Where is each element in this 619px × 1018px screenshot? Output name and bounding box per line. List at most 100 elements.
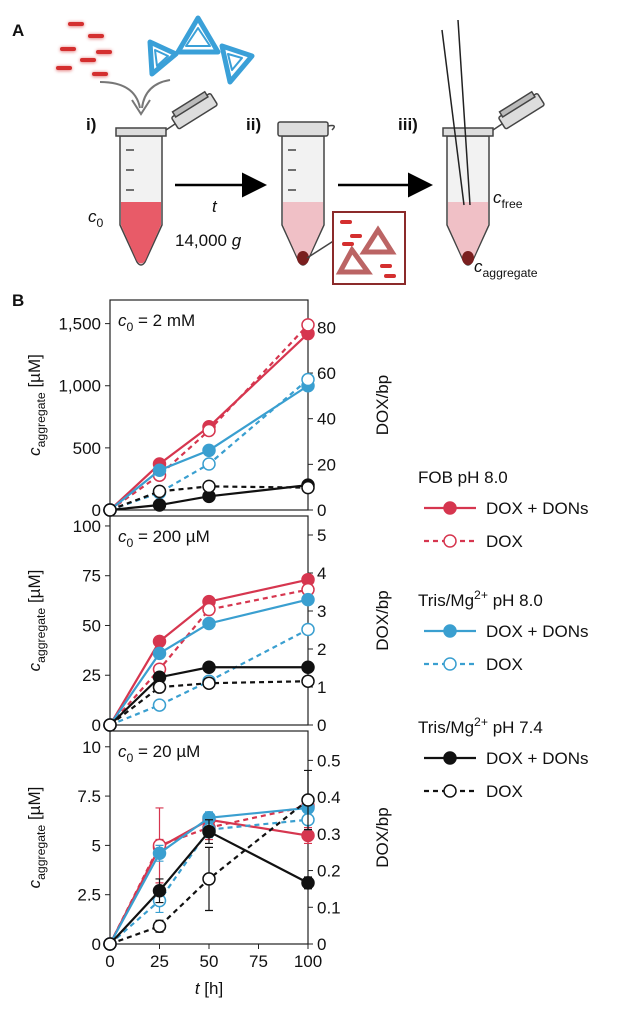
data-point xyxy=(152,680,167,694)
data-point xyxy=(202,602,216,617)
text-part: aggregate xyxy=(34,825,48,880)
y2-tick-label: 20 xyxy=(317,455,336,474)
series-line xyxy=(109,578,309,726)
y2-tick-label: 0.2 xyxy=(317,862,341,881)
text-part: 0 xyxy=(127,536,134,550)
series-line xyxy=(109,666,308,726)
panel-label: A xyxy=(12,21,24,40)
legend-marker xyxy=(443,751,457,765)
series-line xyxy=(109,818,309,945)
panel-label: B xyxy=(12,291,24,310)
text-part: 14,000 xyxy=(175,231,232,250)
series-line xyxy=(109,628,309,727)
text-part: 0 xyxy=(97,216,104,230)
centrifuge-speed: 14,000 g xyxy=(175,231,242,250)
series-line xyxy=(109,378,309,512)
data-point xyxy=(301,480,315,495)
data-point xyxy=(301,828,315,843)
legend-marker xyxy=(443,784,457,798)
text-part: 2+ xyxy=(474,715,488,729)
y2-tick-label: 0.4 xyxy=(317,788,341,807)
legend-marker xyxy=(443,624,457,638)
dna-origami-triangles xyxy=(147,15,255,85)
legend-group-title: FOB pH 8.0 xyxy=(418,468,508,487)
y-tick-label: 0 xyxy=(92,716,101,735)
y2-tick-label: 4 xyxy=(317,564,326,583)
legend-group-title: Tris/Mg2+ pH 7.4 xyxy=(418,715,543,737)
y2-tick-label: 2 xyxy=(317,640,326,659)
series-line xyxy=(109,680,309,726)
y2-tick-label: 0 xyxy=(317,935,326,954)
y2-tick-label: 60 xyxy=(317,364,336,383)
text-part: [µM] xyxy=(25,787,44,825)
y-tick-label: 50 xyxy=(82,616,101,635)
data-point xyxy=(301,622,315,637)
data-point xyxy=(202,676,216,690)
text-part: = 200 µM xyxy=(133,527,209,546)
text-part: Tris/Mg xyxy=(418,718,474,737)
plot-frame xyxy=(109,515,309,726)
y-tick-label: 25 xyxy=(82,666,101,685)
text-part: free xyxy=(502,197,523,211)
legend-label: DOX xyxy=(486,782,523,801)
series-line xyxy=(109,332,309,511)
text-part: aggregate xyxy=(34,608,48,663)
text-part: c xyxy=(118,742,127,761)
x-axis-label: t [h] xyxy=(195,979,223,998)
tube-ii xyxy=(277,121,336,266)
data-point xyxy=(301,592,315,607)
y2-axis-label: DOX/bp xyxy=(373,807,392,867)
y-axis-label: caggregate [µM] xyxy=(25,570,48,672)
mixing-arrows xyxy=(99,79,171,116)
text-part: [h] xyxy=(200,979,224,998)
pellet-inset xyxy=(332,211,406,285)
x-tick-label: 0 xyxy=(105,952,114,971)
text-part: t xyxy=(212,197,218,216)
text-part: 0 xyxy=(127,320,134,334)
data-point xyxy=(301,372,315,387)
series-line xyxy=(109,830,309,945)
data-point xyxy=(301,660,315,675)
text-part: c xyxy=(474,257,483,276)
y-tick-label: 0 xyxy=(92,935,101,954)
y2-tick-label: 5 xyxy=(317,526,326,545)
free-concentration: cfree xyxy=(493,188,523,211)
text-part: Tris/Mg xyxy=(418,591,474,610)
text-part: c xyxy=(25,662,44,671)
legend-group-title: Tris/Mg2+ pH 8.0 xyxy=(418,588,543,610)
text-part: aggregate xyxy=(34,392,48,447)
legend-label: DOX + DONs xyxy=(486,749,589,768)
y2-tick-label: 80 xyxy=(317,318,336,337)
y2-tick-label: 1 xyxy=(317,678,326,697)
y-tick-label: 1,000 xyxy=(58,377,101,396)
y-tick-label: 1,500 xyxy=(58,315,101,334)
y2-axis-label: DOX/bp xyxy=(373,590,392,650)
y-tick-label: 2.5 xyxy=(77,886,101,905)
data-point xyxy=(202,423,216,438)
y-tick-label: 10 xyxy=(82,738,101,757)
data-point xyxy=(152,846,167,861)
x-tick-label: 75 xyxy=(249,952,268,971)
data-point xyxy=(152,646,167,661)
text-part: 2+ xyxy=(474,588,488,602)
time-label: t xyxy=(212,197,218,216)
data-point xyxy=(152,463,167,477)
data-point xyxy=(202,479,216,494)
y-tick-label: 500 xyxy=(73,439,101,458)
initial-concentration: c0 xyxy=(88,207,104,230)
data-point xyxy=(103,718,117,732)
panel-annotation: c0 = 2 mM xyxy=(118,311,195,334)
text-part: c xyxy=(25,879,44,888)
x-tick-label: 50 xyxy=(200,952,219,971)
y2-tick-label: 0.1 xyxy=(317,898,341,917)
text-part: [µM] xyxy=(25,354,44,392)
text-part: pH 8.0 xyxy=(488,591,543,610)
legend-label: DOX xyxy=(486,532,523,551)
series-line xyxy=(109,799,309,946)
doxorubicin-molecules xyxy=(56,22,112,77)
y-axis-label: caggregate [µM] xyxy=(25,354,48,456)
text-part: = 20 µM xyxy=(133,742,200,761)
text-part: c xyxy=(118,527,127,546)
text-part: g xyxy=(232,231,242,250)
data-point xyxy=(202,660,216,675)
